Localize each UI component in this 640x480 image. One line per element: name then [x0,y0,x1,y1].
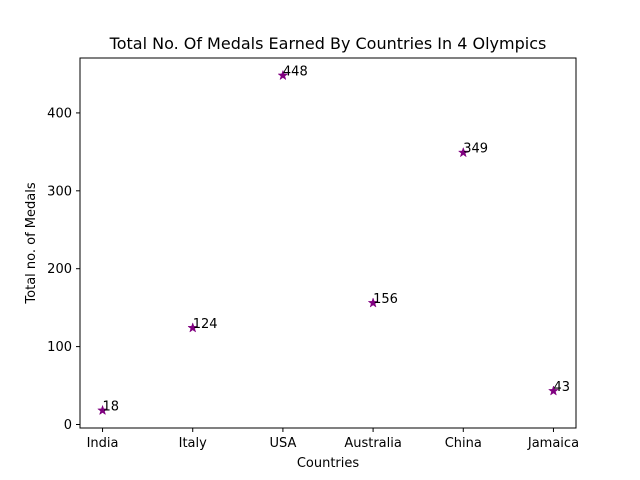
data-point-star [547,385,559,396]
x-tick-label: China [445,436,482,451]
y-tick-label: 0 [64,418,72,433]
x-axis-label: Countries [297,456,360,471]
data-point-star [187,322,199,333]
data-point-star [457,146,469,158]
y-axis-ticks: 0 100 200 300 400 [47,106,80,433]
data-point-star [97,404,109,416]
x-tick-label: Australia [344,436,402,451]
y-tick-label: 400 [47,106,72,121]
data-label: 124 [193,317,218,332]
data-point-star [367,297,379,308]
data-label: 43 [553,380,570,395]
data-point-star [277,69,289,81]
plot-area-frame [79,57,577,429]
data-label: 156 [373,292,398,307]
data-label: 349 [463,142,488,157]
y-tick-label: 200 [47,262,72,277]
data-label: 448 [283,65,308,80]
x-tick-label: Italy [179,436,208,451]
data-points [97,69,559,416]
x-tick-label: USA [269,436,296,451]
data-label: 18 [103,399,120,414]
x-tick-label: Jamaica [527,436,579,451]
x-tick-label: India [87,436,119,451]
y-tick-label: 300 [47,184,72,199]
chart-title: Total No. Of Medals Earned By Countries … [109,34,547,53]
y-tick-label: 100 [47,340,72,355]
y-axis-label: Total no. of Medals [24,182,39,304]
data-labels: 18 124 448 156 349 43 [103,65,570,415]
x-axis-ticks: India Italy USA Australia China Jamaica [87,428,579,451]
